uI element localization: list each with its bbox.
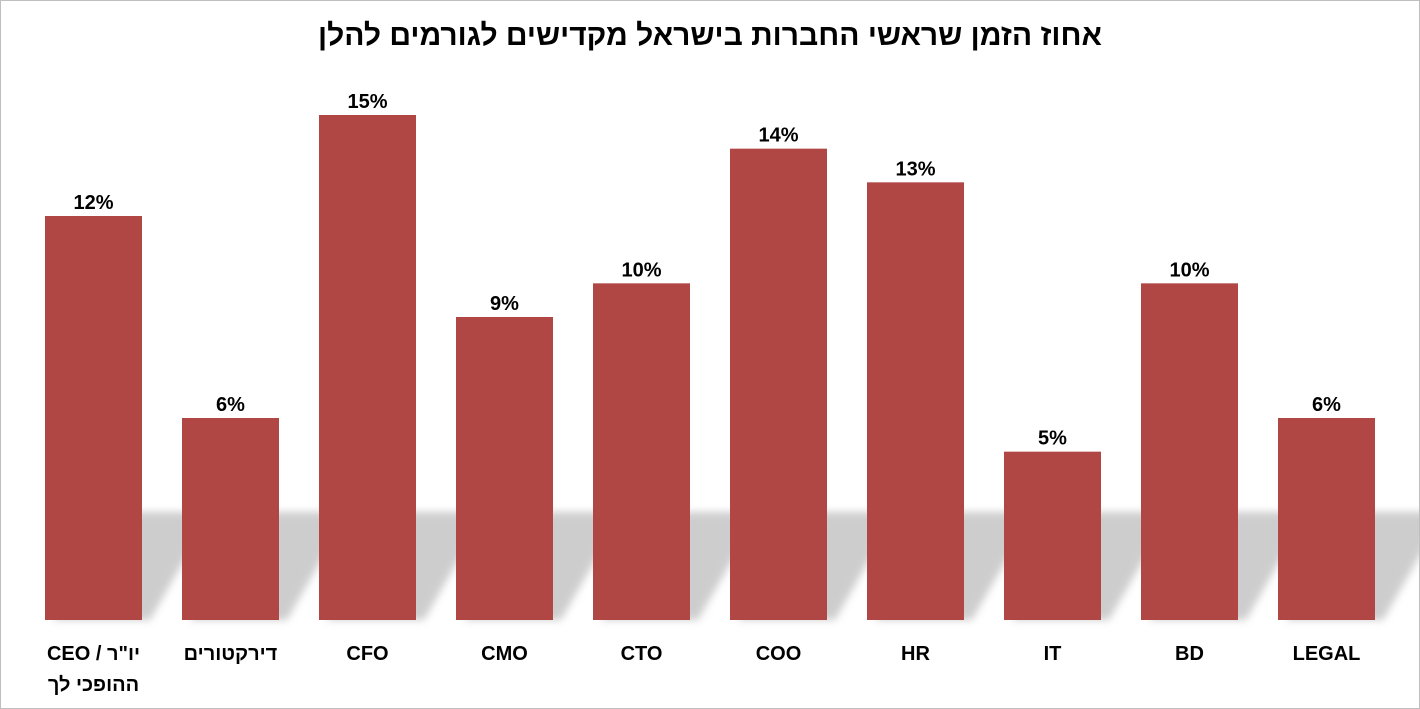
- bar: [319, 115, 416, 620]
- category-label: LEGAL: [1293, 643, 1361, 665]
- category-label: CEO / יו"ר: [47, 643, 140, 665]
- category-label: CTO: [621, 643, 663, 665]
- bar: [593, 283, 690, 620]
- category-label: CFO: [346, 643, 388, 665]
- bar: [456, 317, 553, 620]
- category-label: IT: [1044, 643, 1062, 665]
- bar: [182, 418, 279, 620]
- bar: [1141, 283, 1238, 620]
- data-label: 10%: [1169, 259, 1209, 281]
- data-label: 12%: [73, 192, 113, 214]
- data-label: 6%: [216, 394, 245, 416]
- chart-title: אחוז הזמן שראשי החברות בישראל מקדישים לג…: [318, 19, 1102, 52]
- bar: [730, 148, 827, 620]
- data-label: 13%: [895, 158, 935, 180]
- bar: [1278, 418, 1375, 620]
- data-label: 10%: [621, 259, 661, 281]
- bars: [45, 115, 1375, 621]
- category-labels: CEO / יו"ר ההופכי לך דירקטורים CFO CMO CTO COO…: [47, 643, 1360, 696]
- category-label: BD: [1175, 643, 1204, 665]
- bar: [867, 182, 964, 621]
- data-label: 6%: [1312, 394, 1341, 416]
- category-label: CMO: [481, 643, 528, 665]
- data-label: 5%: [1038, 428, 1067, 450]
- category-label: ההופכי לך: [48, 674, 139, 696]
- category-label: HR: [901, 643, 930, 665]
- data-label: 14%: [758, 125, 798, 147]
- bar: [1004, 451, 1101, 620]
- data-label: 15%: [347, 91, 387, 113]
- data-label: 9%: [490, 293, 519, 315]
- category-label: דירקטורים: [184, 643, 278, 665]
- category-label: COO: [756, 643, 802, 665]
- bar: [45, 216, 142, 620]
- data-labels: 12% 6% 15% 9% 10% 14% 13% 5% 10% 6%: [73, 91, 1341, 450]
